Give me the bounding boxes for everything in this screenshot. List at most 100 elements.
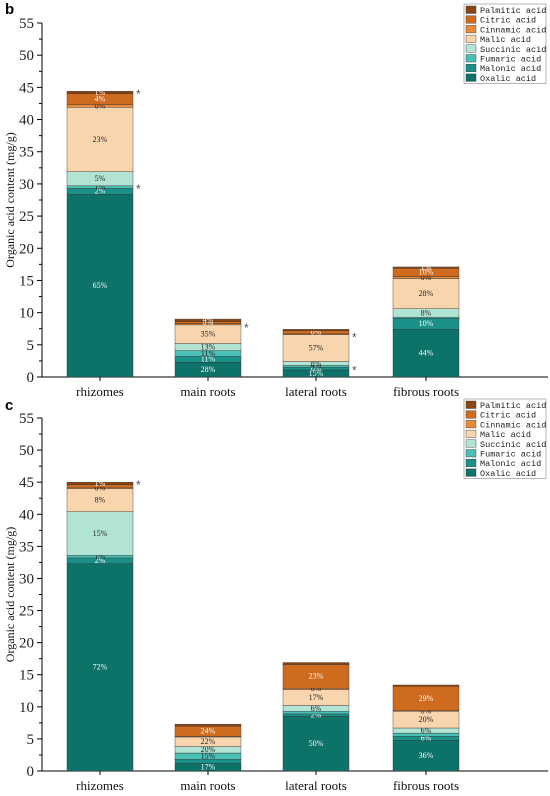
- data-label: 29%: [419, 694, 434, 703]
- x-category-label: lateral roots: [285, 384, 347, 399]
- data-label: 2%: [311, 710, 322, 719]
- legend-swatch: [465, 449, 477, 458]
- bar-segment: [282, 329, 350, 331]
- legend-entry: Malonic acid: [480, 459, 541, 469]
- data-label: 2%: [95, 187, 106, 196]
- legend-swatch: [465, 459, 477, 467]
- data-label: 6%: [421, 734, 432, 743]
- data-label: 28%: [419, 289, 434, 298]
- significance-mark: *: [352, 331, 357, 345]
- y-tick-label: 40: [19, 113, 34, 129]
- data-label: 24%: [201, 727, 216, 736]
- data-label: 1%: [421, 263, 432, 272]
- significance-mark: *: [136, 182, 141, 196]
- legend-swatch: [465, 63, 477, 72]
- data-label: 4%: [311, 362, 322, 371]
- bar-segment: [392, 739, 460, 772]
- y-tick-label: 45: [19, 80, 34, 96]
- legend-entry: Palmitic acid: [480, 6, 546, 16]
- bar-segment: [66, 481, 134, 485]
- data-label: 13%: [201, 342, 216, 351]
- bar-segment: [392, 266, 460, 269]
- legend-swatch: [465, 439, 477, 448]
- legend-entry: Malonic acid: [480, 64, 541, 74]
- legend-entry: Malic acid: [480, 35, 531, 45]
- legend-entry: Fumaric acid: [480, 55, 541, 65]
- data-label: 20%: [201, 745, 216, 754]
- significance-mark: *: [244, 321, 249, 335]
- legend-entry: Succinic acid: [480, 45, 546, 55]
- bar-segment: [174, 318, 242, 322]
- bar-segment: [66, 511, 134, 556]
- data-label: 4%: [203, 316, 214, 325]
- x-category-label: main roots: [180, 384, 235, 399]
- legend-swatch: [465, 54, 477, 63]
- bar-segment: [282, 716, 350, 772]
- legend-swatch: [465, 400, 477, 409]
- legend-swatch: [465, 15, 477, 24]
- legend-swatch: [465, 468, 477, 477]
- legend-entry: Citric acid: [480, 16, 536, 26]
- data-label: 22%: [201, 737, 216, 746]
- data-label: 15%: [201, 752, 216, 761]
- data-label: 8%: [311, 359, 322, 368]
- y-tick-label: 0: [27, 764, 35, 780]
- y-tick-label: 15: [19, 273, 34, 289]
- data-label: 23%: [309, 672, 324, 681]
- legend-entry: Cinnamic acid: [480, 420, 546, 430]
- data-label: 0%: [311, 328, 322, 337]
- legend-entry: Palmitic acid: [480, 401, 546, 411]
- legend-entry: Citric acid: [480, 411, 536, 421]
- data-label: 11%: [201, 355, 216, 364]
- data-label: 6%: [421, 726, 432, 735]
- data-label: 35%: [201, 330, 216, 339]
- legend: [463, 398, 547, 479]
- y-tick-label: 45: [19, 475, 34, 491]
- legend-entry: Malic acid: [480, 430, 531, 440]
- y-tick-label: 25: [19, 209, 34, 225]
- data-label: 0%: [95, 483, 106, 492]
- data-label: 44%: [419, 349, 434, 358]
- bar-segment: [66, 107, 134, 172]
- data-label: 0%: [311, 684, 322, 693]
- y-tick-label: 10: [19, 306, 34, 322]
- bar-segment: [66, 563, 134, 772]
- y-tick-label: 15: [19, 668, 34, 684]
- data-label: 0%: [95, 101, 106, 110]
- bar-segment: [392, 686, 460, 711]
- y-tick-label: 55: [19, 411, 34, 427]
- legend-swatch: [465, 34, 477, 43]
- data-label: 15%: [309, 369, 324, 378]
- x-category-label: main roots: [180, 778, 235, 793]
- legend-swatch: [465, 5, 477, 14]
- data-label: 10%: [419, 268, 434, 277]
- x-category-label: lateral roots: [285, 778, 347, 793]
- bar-segment: [66, 91, 134, 95]
- y-tick-label: 0: [27, 370, 35, 386]
- panel-b: b 0 5 10 15 20 25 30 35 40 45 50 55 Organic acid cont…: [3, 1, 548, 399]
- y-axis-label: Organic acid content (mg/g): [3, 132, 17, 267]
- bar-segment: [174, 723, 242, 727]
- y-tick-label: 10: [19, 700, 34, 716]
- y-tick-label: 30: [19, 177, 34, 193]
- data-label: 8%: [95, 495, 106, 504]
- data-label: 0%: [421, 273, 432, 282]
- y-tick-label: 5: [27, 338, 35, 354]
- legend-swatch: [465, 73, 477, 82]
- data-label: 6%: [311, 364, 322, 373]
- bar-segment: [282, 334, 350, 362]
- y-tick-label: 35: [19, 145, 34, 161]
- data-label: 1%: [95, 552, 106, 561]
- data-label: 36%: [419, 751, 434, 760]
- bar-segment: [392, 329, 460, 378]
- data-label: 10%: [419, 319, 434, 328]
- data-label: 8%: [421, 308, 432, 317]
- legend-entry: Fumaric acid: [480, 450, 541, 460]
- data-label: 11%: [201, 349, 216, 358]
- y-tick-label: 50: [19, 48, 34, 64]
- legend-swatch: [465, 429, 477, 438]
- data-label: 5%: [95, 174, 106, 183]
- legend-entry: Cinnamic acid: [480, 25, 546, 35]
- y-axis-label: Organic acid content (mg/g): [3, 527, 17, 662]
